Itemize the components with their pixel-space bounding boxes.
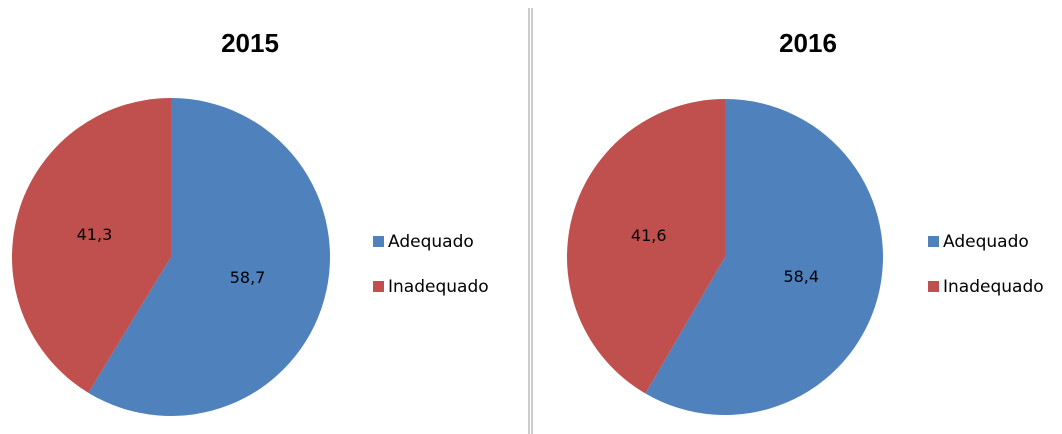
legend-swatch — [373, 236, 384, 247]
pie-slice — [12, 98, 172, 393]
chart-title: 2016 — [779, 28, 837, 58]
legend-swatch — [928, 236, 939, 247]
legend-swatch — [928, 281, 939, 292]
data-label: 58,7 — [230, 268, 266, 287]
data-label: 41,3 — [77, 225, 113, 244]
pie-slice — [567, 99, 725, 394]
data-label: 58,4 — [783, 267, 819, 286]
pie-slice — [88, 98, 331, 416]
legend-label: Adequado — [388, 232, 474, 252]
legend-label: Adequado — [943, 232, 1029, 252]
chart-title: 2015 — [221, 28, 279, 58]
pie-slice — [645, 99, 884, 415]
legend-swatch — [373, 281, 384, 292]
legend-label: Inadequado — [388, 277, 489, 297]
data-label: 41,6 — [631, 226, 667, 245]
legend-label: Inadequado — [943, 277, 1044, 297]
